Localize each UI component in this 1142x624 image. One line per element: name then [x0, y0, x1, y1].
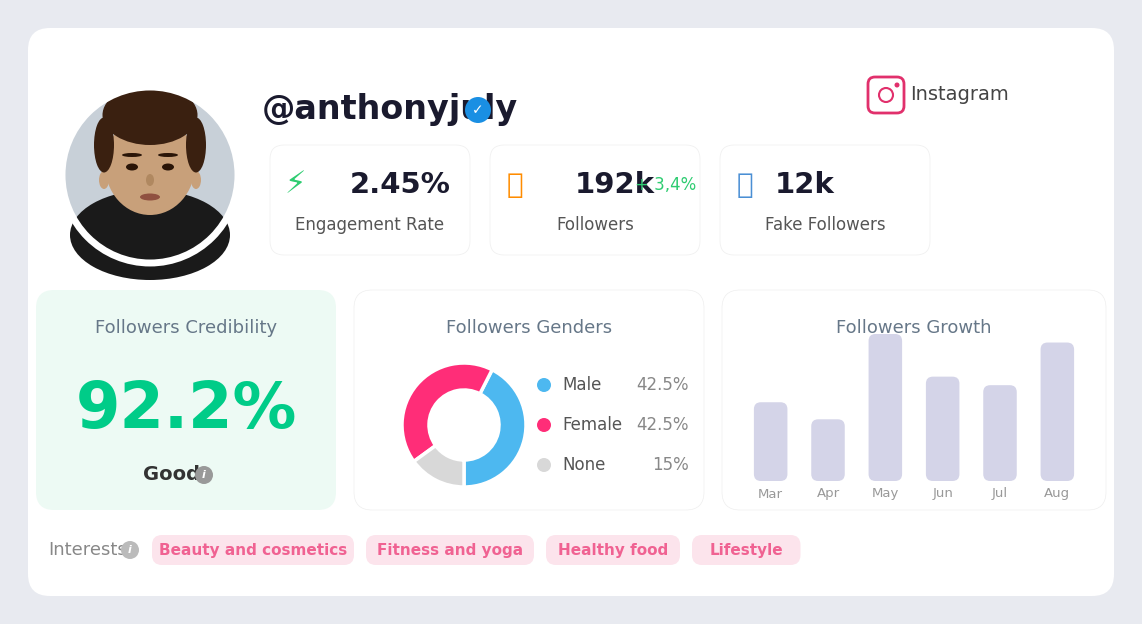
FancyBboxPatch shape	[29, 28, 1113, 596]
Ellipse shape	[162, 163, 174, 170]
Text: Followers Growth: Followers Growth	[836, 319, 991, 337]
FancyBboxPatch shape	[754, 402, 788, 481]
Circle shape	[537, 418, 550, 432]
Text: None: None	[562, 456, 605, 474]
Ellipse shape	[191, 171, 201, 189]
Text: @anthonyjuly: @anthonyjuly	[262, 94, 518, 127]
Circle shape	[465, 97, 491, 123]
FancyBboxPatch shape	[490, 145, 700, 255]
Wedge shape	[464, 370, 526, 487]
Text: Fake Followers: Fake Followers	[765, 216, 885, 234]
FancyBboxPatch shape	[37, 290, 336, 510]
Ellipse shape	[99, 171, 108, 189]
Circle shape	[195, 466, 214, 484]
Text: i: i	[128, 545, 132, 555]
FancyBboxPatch shape	[365, 535, 534, 565]
FancyBboxPatch shape	[811, 419, 845, 481]
Ellipse shape	[122, 153, 142, 157]
Text: + 3,4%: + 3,4%	[635, 176, 697, 194]
FancyBboxPatch shape	[722, 290, 1105, 510]
Text: Aug: Aug	[1044, 487, 1070, 500]
Text: Followers Genders: Followers Genders	[445, 319, 612, 337]
Text: Instagram: Instagram	[910, 85, 1008, 104]
FancyBboxPatch shape	[270, 145, 471, 255]
Text: Interests: Interests	[48, 541, 127, 559]
Text: Good: Good	[144, 466, 201, 484]
Ellipse shape	[70, 190, 230, 280]
Text: Beauty and cosmetics: Beauty and cosmetics	[159, 542, 347, 557]
FancyBboxPatch shape	[983, 385, 1016, 481]
Ellipse shape	[146, 174, 154, 186]
Text: 42.5%: 42.5%	[636, 416, 689, 434]
Text: 42.5%: 42.5%	[636, 376, 689, 394]
Circle shape	[62, 87, 238, 263]
Ellipse shape	[140, 193, 160, 200]
Circle shape	[537, 458, 550, 472]
FancyBboxPatch shape	[354, 290, 703, 510]
Ellipse shape	[94, 117, 114, 172]
Text: Followers Credibility: Followers Credibility	[95, 319, 278, 337]
Wedge shape	[413, 446, 464, 487]
Text: Fitness and yoga: Fitness and yoga	[377, 542, 523, 557]
Text: Followers: Followers	[556, 216, 634, 234]
Ellipse shape	[126, 163, 138, 170]
Text: 192k: 192k	[576, 171, 656, 199]
FancyBboxPatch shape	[1040, 343, 1075, 481]
FancyBboxPatch shape	[692, 535, 801, 565]
Circle shape	[59, 84, 241, 266]
Wedge shape	[402, 363, 492, 461]
Text: May: May	[871, 487, 899, 500]
Text: Apr: Apr	[817, 487, 839, 500]
Ellipse shape	[158, 153, 178, 157]
Text: Lifestyle: Lifestyle	[709, 542, 783, 557]
Circle shape	[894, 82, 900, 87]
FancyBboxPatch shape	[926, 377, 959, 481]
Text: Male: Male	[562, 376, 602, 394]
Text: Healthy food: Healthy food	[558, 542, 668, 557]
Text: ✓: ✓	[472, 103, 484, 117]
FancyBboxPatch shape	[719, 145, 930, 255]
Text: 15%: 15%	[652, 456, 689, 474]
Text: 12k: 12k	[775, 171, 835, 199]
Text: ⚡: ⚡	[284, 170, 306, 200]
FancyBboxPatch shape	[546, 535, 679, 565]
Text: 👤: 👤	[507, 171, 523, 199]
Text: Mar: Mar	[758, 487, 783, 500]
Ellipse shape	[186, 117, 206, 172]
Text: Engagement Rate: Engagement Rate	[296, 216, 444, 234]
FancyBboxPatch shape	[869, 334, 902, 481]
Text: Jun: Jun	[932, 487, 954, 500]
Text: 🎭: 🎭	[737, 171, 754, 199]
Ellipse shape	[103, 85, 198, 145]
Text: i: i	[202, 470, 206, 480]
Text: Female: Female	[562, 416, 622, 434]
FancyBboxPatch shape	[152, 535, 354, 565]
Ellipse shape	[138, 183, 162, 211]
Ellipse shape	[105, 115, 195, 215]
Circle shape	[537, 378, 550, 392]
Text: 2.45%: 2.45%	[349, 171, 450, 199]
Text: Jul: Jul	[992, 487, 1008, 500]
Text: 92.2%: 92.2%	[75, 379, 297, 441]
Circle shape	[121, 541, 139, 559]
